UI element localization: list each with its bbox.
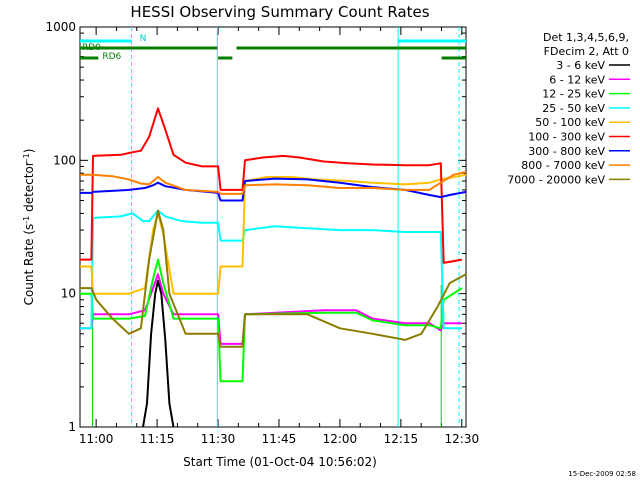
x-tick-label: 11:15 [140, 432, 175, 446]
x-tick-label: 12:15 [384, 432, 419, 446]
series-line-1 [142, 279, 175, 428]
series-line-4 [80, 209, 462, 330]
legend-header-line-2: FDecim 2, Att 0 [544, 45, 629, 58]
axes-layer: 11:00 11:15 11:30 11:45 12:00 12:15 12:30 1 10 10… [45, 20, 479, 446]
series-line-8 [80, 170, 467, 195]
series-line-7 [80, 177, 467, 202]
legend-entry-label: 300 - 800 keV [528, 145, 605, 158]
y-tick-label: 10 [61, 287, 76, 301]
legend-entry-label: 12 - 25 keV [542, 88, 605, 101]
y-tick-label: 1000 [45, 20, 76, 34]
legend-entry-label: 7000 - 20000 keV [507, 173, 605, 186]
series-line-6 [80, 107, 463, 264]
legend-entry-label: 800 - 7000 keV [521, 159, 605, 172]
mode-bar-label-rd0: RD0 [82, 43, 101, 53]
x-tick-label: 11:30 [201, 432, 236, 446]
legend-entry-label: 25 - 50 keV [542, 102, 605, 115]
x-tick-label: 11:00 [79, 432, 114, 446]
x-tick-label: 11:45 [262, 432, 297, 446]
mode-bar-label-n: N [140, 34, 147, 44]
legend: Det 1,3,4,5,6,9, FDecim 2, Att 0 3 - 6 k… [507, 31, 630, 186]
legend-entry-label: 100 - 300 keV [528, 131, 605, 144]
x-axis-label: Start Time (01-Oct-04 10:56:02) [183, 455, 377, 469]
series-line-3 [80, 258, 463, 383]
legend-entry-label: 6 - 12 keV [549, 73, 605, 86]
x-tick-label: 12:30 [445, 432, 480, 446]
footer-date-stamp: 15-Dec-2009 02:58 [568, 470, 636, 478]
y-tick-label: 100 [53, 153, 76, 167]
plot-frame [79, 26, 467, 428]
y-tick-label: 1 [68, 420, 76, 434]
series-line-9 [80, 209, 467, 348]
y-axis-label: Count Rate (s-1 detector-1) [22, 149, 37, 306]
chart-title: HESSI Observing Summary Count Rates [130, 3, 429, 21]
legend-entry-label: 50 - 100 keV [535, 116, 605, 129]
series-line-5 [80, 173, 467, 295]
legend-header-line-1: Det 1,3,4,5,6,9, [543, 31, 629, 44]
legend-entry-label: 3 - 6 keV [556, 59, 605, 72]
mode-bar-label-rd6: RD6 [102, 52, 121, 62]
x-tick-label: 12:00 [323, 432, 358, 446]
series-layer [80, 107, 467, 428]
